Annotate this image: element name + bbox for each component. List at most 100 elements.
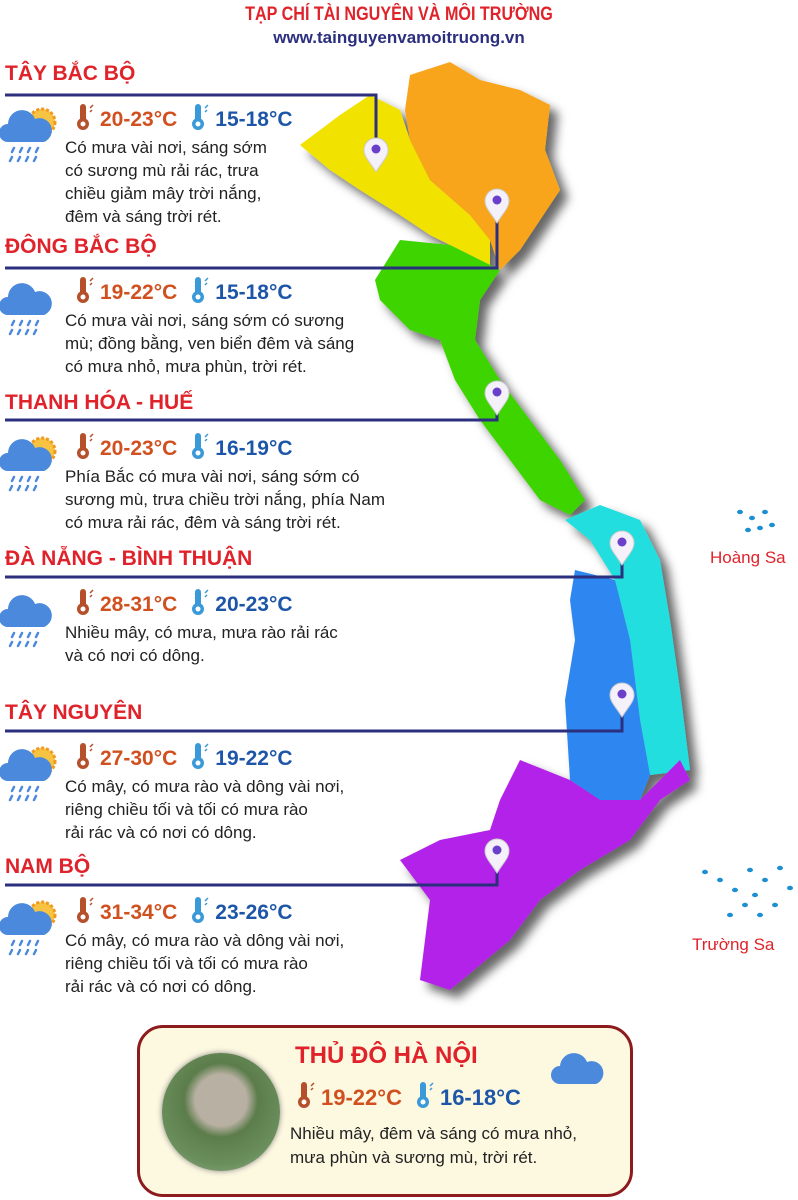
- region-desc: Nhiều mây, có mưa, mưa rào rải rác và có …: [65, 621, 338, 667]
- region-name: THANH HÓA - HUẾ: [5, 391, 194, 414]
- region-temps: 27-30°C 19-22°C: [74, 741, 293, 777]
- magazine-title: TẠP CHÍ TÀI NGUYÊN VÀ MÔI TRƯỜNG: [245, 4, 553, 25]
- low-temp: 15-18°C: [215, 281, 293, 304]
- map-pin-icon[interactable]: [609, 682, 635, 718]
- island-dot: [757, 525, 763, 531]
- thermometer-cold-icon: [189, 431, 211, 467]
- desc-line: Có mưa vài nơi, sáng sớm: [65, 138, 267, 157]
- region-name: TÂY NGUYÊN: [5, 701, 143, 724]
- region-desc: Phía Bắc có mưa vài nơi, sáng sớm có sươn…: [65, 465, 385, 534]
- island-dot: [762, 509, 768, 515]
- region-temps: 31-34°C 23-26°C: [74, 895, 293, 931]
- map-pin-icon[interactable]: [363, 137, 389, 173]
- thermometer-hot-icon: [74, 102, 96, 138]
- header: TẠP CHÍ TÀI NGUYÊN VÀ MÔI TRƯỜNG www.tai…: [0, 4, 798, 48]
- thermometer-hot-icon: [74, 587, 96, 623]
- hoang-sa-label: Hoàng Sa: [710, 548, 786, 567]
- map-pin-icon[interactable]: [484, 380, 510, 416]
- thermometer-hot-icon: [295, 1080, 317, 1116]
- desc-line: mù; đồng bằng, ven biển đêm và sáng: [65, 334, 355, 353]
- desc-line: mưa phùn và sương mù, trời rét.: [290, 1148, 538, 1167]
- high-temp: 31-34°C: [100, 901, 178, 924]
- island-dot: [769, 522, 775, 528]
- map-pin-icon[interactable]: [609, 530, 635, 566]
- region-temps: 19-22°C 15-18°C: [74, 275, 293, 311]
- desc-line: sương mù, trưa chiều trời nắng, phía Nam: [65, 490, 386, 509]
- thermometer-cold-icon: [414, 1080, 436, 1116]
- island-dot: [749, 515, 755, 521]
- island-dot: [702, 869, 708, 875]
- hanoi-desc: Nhiều mây, đêm và sáng có mưa nhỏ, mưa p…: [290, 1122, 577, 1170]
- cloud-sun-rain-icon: [0, 433, 60, 500]
- high-temp: 28-31°C: [100, 593, 178, 616]
- hanoi-high: 19-22°C: [321, 1085, 402, 1110]
- pin-dot: [492, 195, 502, 205]
- island-dot: [742, 902, 748, 908]
- island-dot: [777, 865, 783, 871]
- turtle-tower-photo: [162, 1053, 280, 1171]
- high-temp: 19-22°C: [100, 281, 178, 304]
- desc-line: Nhiều mây, có mưa, mưa rào rải rác: [65, 623, 338, 642]
- region-name: TÂY BẮC BỘ: [5, 62, 136, 85]
- map-region: [565, 570, 650, 800]
- region-desc: Có mây, có mưa rào và dông vài nơi, riêng…: [65, 929, 344, 998]
- pin-dot: [492, 387, 502, 397]
- hanoi-temps: 19-22°C 16-18°C: [295, 1080, 521, 1116]
- low-temp: 16-19°C: [215, 437, 293, 460]
- map-pin-icon[interactable]: [484, 188, 510, 224]
- map-region: [300, 95, 490, 265]
- island-dot: [745, 527, 751, 533]
- pin-dot: [492, 845, 502, 855]
- island-dot: [772, 902, 778, 908]
- map-region: [375, 240, 585, 515]
- desc-line: có mưa nhỏ, mưa phùn, trời rét.: [65, 357, 307, 376]
- low-temp: 23-26°C: [215, 901, 293, 924]
- pin-dot: [617, 537, 627, 547]
- cloud-sun-rain-icon: [0, 104, 60, 171]
- desc-line: Có mưa vài nơi, sáng sớm có sương: [65, 311, 345, 330]
- thermometer-cold-icon: [189, 741, 211, 777]
- island-dot: [727, 912, 733, 918]
- island-dot: [732, 887, 738, 893]
- cloud-sun-rain-icon: [0, 897, 60, 964]
- region-desc: Có mây, có mưa rào và dông vài nơi, riêng…: [65, 775, 344, 844]
- island-dot: [757, 912, 763, 918]
- high-temp: 20-23°C: [100, 437, 178, 460]
- thermometer-cold-icon: [189, 895, 211, 931]
- high-temp: 20-23°C: [100, 108, 178, 131]
- region-name: ĐÀ NẴNG - BÌNH THUẬN: [5, 547, 253, 570]
- low-temp: 15-18°C: [215, 108, 293, 131]
- website-link[interactable]: www.tainguyenvamoitruong.vn: [273, 28, 525, 47]
- desc-line: rải rác và có nơi có dông.: [65, 977, 257, 996]
- thermometer-hot-icon: [74, 895, 96, 931]
- island-dot: [787, 885, 793, 891]
- map-region: [405, 62, 560, 270]
- desc-line: riêng chiều tối và tối có mưa rào: [65, 800, 308, 819]
- region-temps: 20-23°C 16-19°C: [74, 431, 293, 467]
- region-name: NAM BỘ: [5, 855, 91, 878]
- desc-line: Có mây, có mưa rào và dông vài nơi,: [65, 931, 345, 950]
- desc-line: Có mây, có mưa rào và dông vài nơi,: [65, 777, 345, 796]
- low-temp: 19-22°C: [215, 747, 293, 770]
- island-dot: [752, 892, 758, 898]
- pin-dot: [371, 144, 381, 154]
- thermometer-hot-icon: [74, 275, 96, 311]
- map-pin-icon[interactable]: [484, 838, 510, 874]
- cloud-sun-rain-icon: [0, 743, 60, 810]
- desc-line: có mưa rải rác, đêm và sáng trời rét.: [65, 513, 341, 532]
- truong-sa-label: Trường Sa: [692, 935, 775, 954]
- thermometer-hot-icon: [74, 431, 96, 467]
- desc-line: chiều giảm mây trời nắng,: [65, 184, 262, 203]
- desc-line: có sương mù rải rác, trưa: [65, 161, 259, 180]
- island-dot: [737, 509, 743, 515]
- region-temps: 28-31°C 20-23°C: [74, 587, 293, 623]
- desc-line: và có nơi có dông.: [65, 646, 205, 665]
- map-region: [400, 760, 690, 990]
- cloud-rain-icon: [0, 589, 60, 656]
- desc-line: riêng chiều tối và tối có mưa rào: [65, 954, 308, 973]
- desc-line: Nhiều mây, đêm và sáng có mưa nhỏ,: [290, 1124, 577, 1143]
- region-name: ĐÔNG BẮC BỘ: [5, 235, 157, 258]
- hanoi-title: THỦ ĐÔ HÀ NỘI: [295, 1042, 478, 1069]
- island-dot: [717, 877, 723, 883]
